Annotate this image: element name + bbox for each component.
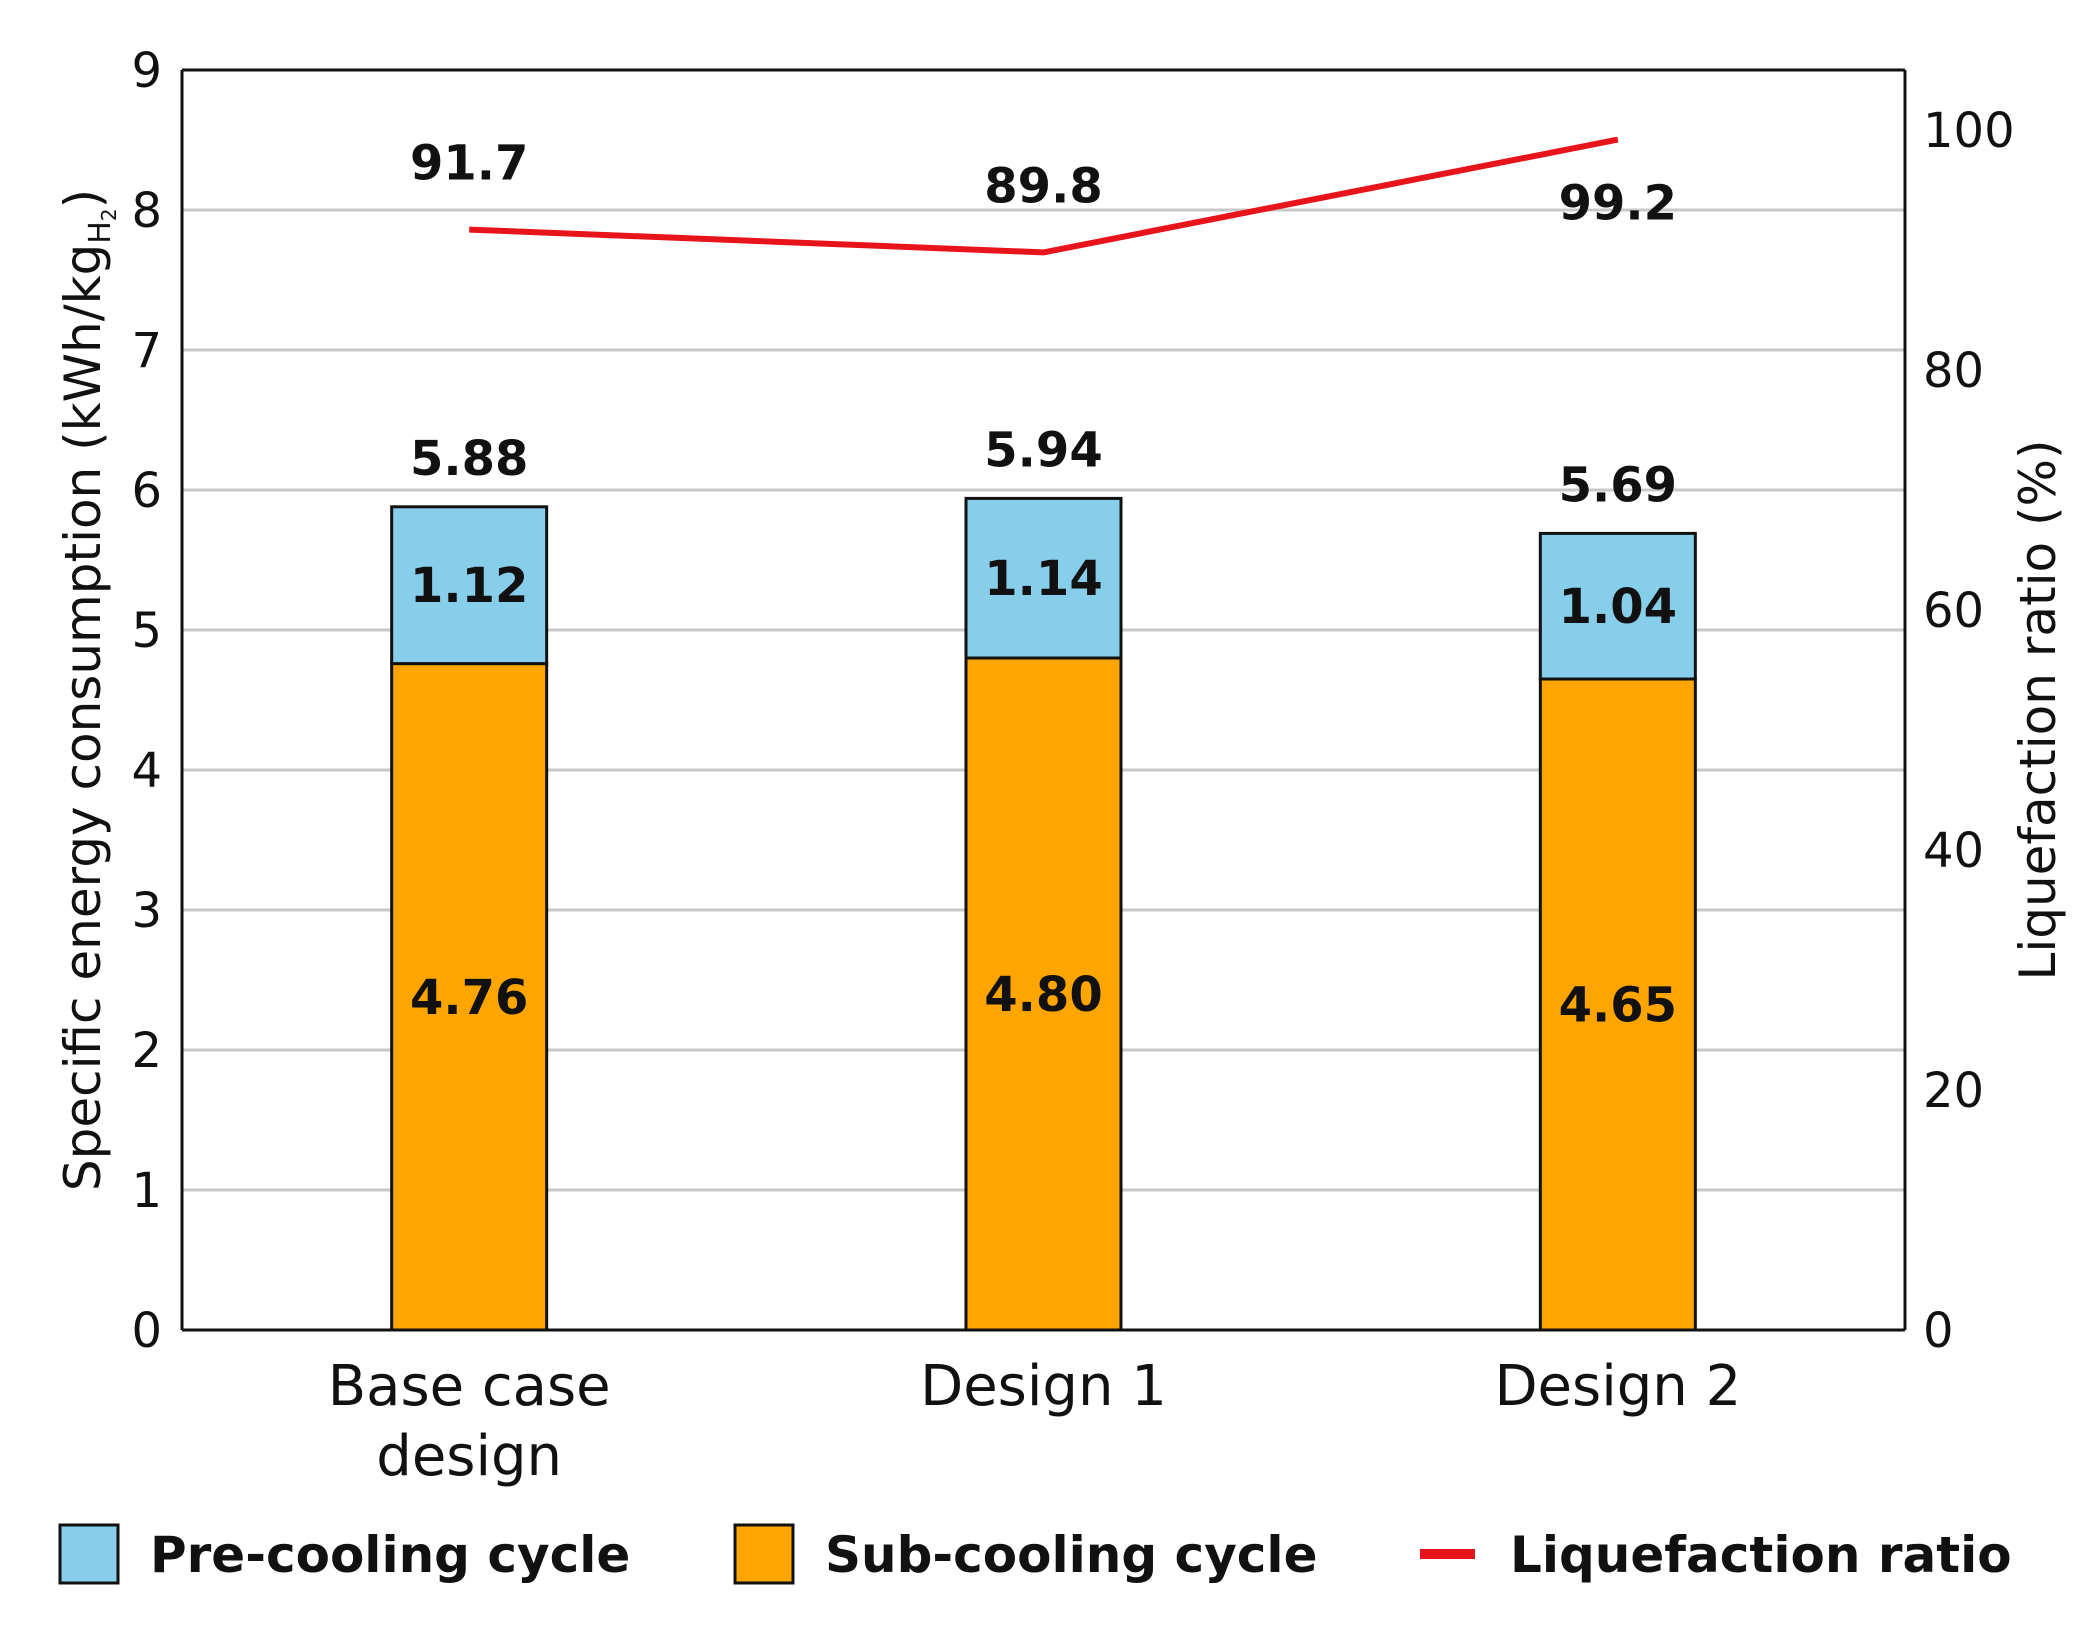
y-left-title-sub2: 2	[97, 208, 121, 221]
y-right-axis-title: Liquefaction ratio (%)	[2009, 439, 2067, 980]
y-left-axis-title: Specific energy consumption (kWh/kgH2)	[54, 189, 121, 1191]
legend-label: Sub-cooling cycle	[825, 1526, 1317, 1584]
y-left-tick-label: 8	[131, 183, 162, 239]
y-left-tick-label: 3	[131, 883, 162, 939]
y-right-tick-label: 60	[1923, 583, 1984, 639]
y-right-tick-label: 40	[1923, 823, 1984, 879]
y-right-tick-label: 20	[1923, 1063, 1984, 1119]
x-category-label: design	[376, 1424, 562, 1489]
bar-segment	[964, 656, 1123, 1332]
segment-value-label: 1.14	[984, 551, 1102, 607]
y-left-title-close: )	[54, 189, 112, 209]
bar-segment	[390, 505, 549, 666]
bar-segment	[1538, 531, 1697, 681]
line-series	[469, 136, 1619, 256]
legend: Pre-cooling cycle Sub-cooling cycle Liquef…	[58, 1523, 2012, 1585]
segment-value-label: 4.80	[984, 967, 1102, 1023]
y-right-tick-label: 0	[1923, 1303, 1954, 1359]
segment-value-label: 1.12	[410, 558, 528, 614]
line-value-label: 99.2	[1559, 176, 1677, 232]
total-value-label: 5.69	[1559, 457, 1677, 513]
x-category-label: Design 2	[1494, 1354, 1741, 1419]
legend-label: Pre-cooling cycle	[150, 1526, 630, 1584]
segment-value-label: 1.04	[1559, 579, 1677, 635]
y-left-tick-label: 9	[131, 43, 162, 99]
x-category-label: Design 1	[920, 1354, 1167, 1419]
legend-swatch	[733, 1523, 795, 1585]
y-left-tick-label: 7	[131, 323, 162, 379]
line-value-label: 91.7	[410, 136, 528, 192]
y-left-tick-label: 5	[131, 603, 162, 659]
x-category-label: Base case	[328, 1354, 611, 1419]
total-value-label: 5.88	[410, 431, 528, 487]
bars	[390, 496, 1697, 1332]
y-left-tick-label: 4	[131, 743, 162, 799]
segment-value-label: 4.65	[1559, 978, 1677, 1034]
y-left-tick-label: 0	[131, 1303, 162, 1359]
y-left-tick-label: 1	[131, 1163, 162, 1219]
segment-value-label: 4.76	[410, 970, 528, 1026]
line-value-label: 89.8	[984, 158, 1102, 214]
y-left-title-main: Specific energy consumption (kWh/kg	[54, 244, 112, 1191]
legend-label: Liquefaction ratio	[1510, 1526, 2012, 1584]
bar-segment	[964, 496, 1123, 660]
data-labels: 4.76 1.12 5.88 4.80 1.14 5.94 4.65 1.04 5.69 91.7…	[410, 136, 1677, 1034]
bar-segment	[1538, 677, 1697, 1332]
bar-segment	[390, 662, 549, 1332]
y-right-tick-label: 80	[1923, 343, 1984, 399]
total-value-label: 5.94	[984, 422, 1102, 478]
legend-swatch	[58, 1523, 120, 1585]
y-right-tick-label: 100	[1923, 103, 2015, 159]
y-left-tick-label: 2	[131, 1023, 162, 1079]
y-left-title-sub: H	[83, 221, 118, 244]
y-left-tick-label: 6	[131, 463, 162, 519]
